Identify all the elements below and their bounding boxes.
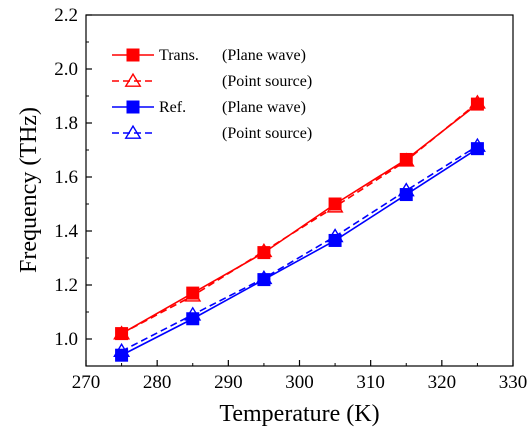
series-3-point-295 — [255, 269, 273, 285]
series-1-point-315 — [397, 152, 415, 167]
series-3-point-275 — [113, 342, 131, 358]
y-axis-label: Frequency (THz) — [16, 107, 42, 273]
series-0-line — [121, 103, 478, 335]
y-tick-label-1-6: 1.6 — [54, 167, 78, 188]
x-tick-label-300: 300 — [285, 372, 314, 393]
series-2 — [115, 142, 484, 362]
legend-item-2: Ref. (Plane wave) — [112, 99, 306, 116]
legend-swatch-marker-3 — [124, 124, 142, 139]
series-0 — [115, 97, 484, 341]
series-1-point-295 — [255, 242, 273, 258]
series-1-point-275 — [113, 325, 131, 340]
legend-label-sub-3: (Point source) — [222, 125, 312, 142]
series-1-line — [121, 102, 478, 335]
x-tick-label-290: 290 — [214, 372, 243, 393]
x-axis-label: Temperature (K) — [219, 401, 379, 427]
x-tick-label-270: 270 — [72, 372, 101, 393]
series-3-point-285 — [184, 306, 202, 321]
x-tick-label-320: 320 — [428, 372, 457, 393]
y-tick-label-1-0: 1.0 — [54, 329, 78, 350]
legend-label-main-0: Trans. — [159, 47, 199, 64]
series-2-point-325 — [470, 142, 484, 156]
series-3-line — [121, 145, 478, 352]
legend-swatch-marker-1 — [124, 72, 142, 87]
series-3-point-325 — [468, 137, 486, 152]
y-tick-label-1-8: 1.8 — [54, 113, 78, 134]
series-2-line — [121, 147, 478, 356]
series-1-point-305 — [326, 198, 344, 213]
x-tick-label-280: 280 — [143, 372, 172, 393]
series-1-point-285 — [184, 287, 202, 302]
legend-item-0: Trans. (Plane wave) — [112, 47, 306, 64]
x-axis: 270 280 290 300 310 320 330 — [72, 360, 528, 393]
legend-label-main-2: Ref. — [159, 99, 186, 116]
legend-swatch-marker-0 — [126, 48, 140, 62]
series-1-point-325 — [468, 94, 486, 109]
series-layer — [113, 94, 486, 362]
plot-frame — [85, 14, 514, 367]
y-axis: 1.0 1.2 1.4 1.6 1.8 2.0 2.2 — [54, 5, 92, 367]
series-0-point-305 — [328, 197, 342, 211]
legend: Trans. (Plane wave) (Point source) Ref. (Pla… — [112, 47, 312, 142]
x-tick-label-330: 330 — [499, 372, 528, 393]
legend-label-sub-0: (Plane wave) — [222, 47, 306, 64]
series-3-point-315 — [397, 182, 415, 197]
series-3 — [113, 137, 486, 358]
series-1 — [113, 94, 486, 340]
y-tick-label-2-2: 2.2 — [54, 5, 78, 26]
y-tick-label-2-0: 2.0 — [54, 59, 78, 80]
series-3-point-305 — [326, 228, 344, 243]
legend-item-1: (Point source) — [112, 72, 312, 90]
legend-label-sub-1: (Point source) — [222, 73, 312, 90]
y-tick-label-1-2: 1.2 — [54, 275, 78, 296]
legend-swatch-marker-2 — [126, 100, 140, 114]
x-tick-label-310: 310 — [356, 372, 385, 393]
y-tick-label-1-4: 1.4 — [54, 221, 78, 242]
legend-label-sub-2: (Plane wave) — [222, 99, 306, 116]
series-0-point-285 — [186, 286, 200, 300]
legend-item-3: (Point source) — [112, 124, 312, 142]
